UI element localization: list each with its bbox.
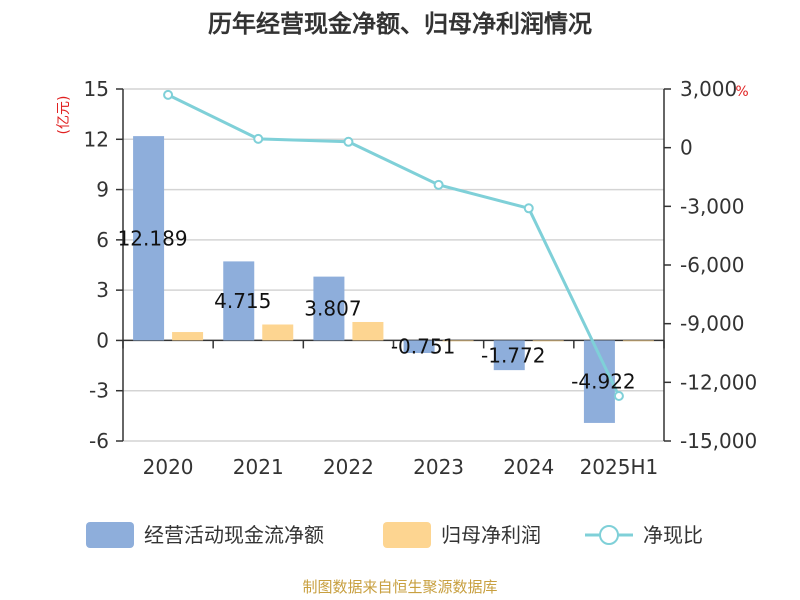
bar-operating-cashflow: [223, 261, 255, 341]
grid-lines: [123, 88, 664, 442]
bar-net-profit: [622, 340, 654, 342]
legend: 经营活动现金流净额 归母净利润 净现比: [86, 522, 703, 548]
left-tick-label: -3: [89, 379, 109, 403]
source-note: 制图数据来自恒生聚源数据库: [302, 578, 497, 596]
data-label: -4.922: [571, 370, 635, 394]
data-label: -1.772: [481, 343, 545, 367]
left-tick-label: 9: [96, 178, 109, 202]
left-tick-label: 12: [84, 127, 109, 151]
right-tick-label: 3,000: [680, 77, 737, 101]
bar-operating-cashflow: [493, 340, 525, 371]
x-tick-label: 2022: [323, 455, 374, 479]
legend-swatch-operating-cashflow: [86, 522, 134, 548]
legend-marker: [599, 525, 619, 545]
line-point: [433, 179, 444, 190]
bar-operating-cashflow: [313, 276, 345, 341]
right-tick-label: -15,000: [680, 429, 757, 453]
right-tick-label: -3,000: [680, 194, 744, 218]
data-labels: 12.189 4.715 3.807 -0.751 -1.772 -4.922: [118, 226, 636, 393]
chart-title: 历年经营现金净额、归母净利润情况: [208, 10, 592, 38]
x-tick-label: 2025H1: [580, 455, 659, 479]
legend-swatch-net-profit: [383, 522, 431, 548]
line-point: [613, 391, 624, 402]
line-series: [163, 89, 624, 402]
legend-label: 经营活动现金流净额: [144, 523, 324, 547]
left-tick-label: 0: [96, 328, 109, 352]
data-label: 4.715: [214, 289, 271, 313]
left-tick-label: 3: [96, 278, 109, 302]
bar-operating-cashflow: [133, 136, 165, 341]
legend-label: 净现比: [643, 523, 703, 547]
left-tick-label: 15: [84, 77, 109, 101]
line-point: [343, 136, 354, 147]
right-axis-unit: %: [735, 84, 748, 100]
bar-net-profit: [352, 321, 384, 341]
line-point: [523, 203, 534, 214]
right-tick-label: 0: [680, 136, 693, 160]
bar-net-profit: [442, 340, 474, 342]
left-tick-label: 6: [96, 228, 109, 252]
right-tick-label: -12,000: [680, 370, 757, 394]
bar-operating-cashflow: [403, 340, 435, 354]
data-label: -0.751: [391, 335, 455, 359]
x-tick-label: 2020: [143, 455, 194, 479]
line-cash-ratio: [167, 93, 621, 397]
line-point: [253, 133, 264, 144]
bar-net-profit: [532, 340, 564, 342]
x-tick-label: 2021: [233, 455, 284, 479]
data-label: 3.807: [304, 297, 361, 321]
bar-net-profit: [172, 332, 204, 341]
legend-label: 归母净利润: [441, 523, 541, 547]
line-point: [163, 89, 174, 100]
x-tick-label: 2024: [503, 455, 554, 479]
left-axis-unit: (亿元): [56, 96, 72, 135]
left-tick-label: -6: [89, 429, 109, 453]
x-tick-label: 2023: [413, 455, 464, 479]
bar-net-profit: [262, 324, 294, 341]
right-tick-label: -6,000: [680, 253, 744, 277]
data-label: 12.189: [118, 226, 188, 250]
right-tick-label: -9,000: [680, 312, 744, 336]
axes: 15 12 9 6 3 0 -3 -6 3,000 0 -3,000 -6,000 -9,000 -12,…: [84, 77, 758, 479]
